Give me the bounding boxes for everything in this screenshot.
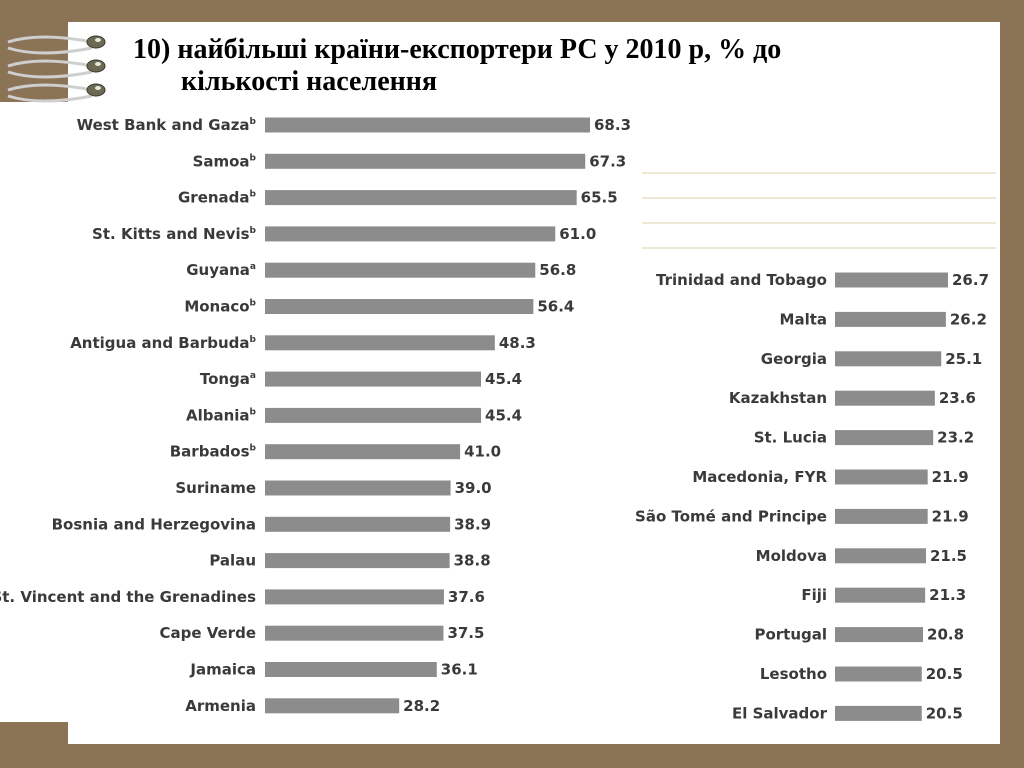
category-label: Bosnia and Herzegovina (52, 515, 256, 533)
value-label: 26.7 (952, 271, 989, 289)
category-label: West Bank and Gazab (77, 116, 257, 134)
category-label: Albaniab (186, 406, 257, 424)
bar (265, 371, 482, 387)
category-label: El Salvador (732, 704, 828, 722)
category-label: Tongaa (200, 370, 256, 388)
category-label: Malta (780, 310, 827, 328)
bar (265, 589, 444, 605)
value-label: 38.8 (454, 552, 491, 570)
value-label: 45.4 (485, 406, 522, 424)
bar (265, 662, 437, 677)
value-label: 21.9 (932, 507, 969, 525)
value-label: 38.9 (454, 515, 491, 533)
value-label: 41.0 (464, 443, 501, 461)
bar (265, 698, 400, 714)
category-label: Guyanaa (186, 261, 256, 279)
category-label: St. Lucia (754, 429, 827, 447)
slide-title-line-2: кількості населення (181, 66, 438, 97)
category-label: Lesotho (760, 665, 827, 683)
value-label: 45.4 (485, 370, 522, 388)
value-label: 36.1 (441, 661, 478, 679)
value-label: 56.8 (539, 261, 576, 279)
category-label: Suriname (175, 479, 256, 497)
value-label: 65.5 (581, 189, 618, 207)
bar (835, 548, 926, 564)
category-label: Barbadosb (170, 443, 257, 461)
value-label: 37.6 (448, 588, 485, 606)
paper-sheet (68, 22, 1000, 744)
value-label: 20.5 (926, 704, 963, 722)
value-label: 67.3 (589, 152, 626, 170)
category-label: Macedonia, FYR (692, 468, 827, 486)
bar (835, 587, 926, 603)
value-label: 21.3 (929, 586, 966, 604)
bar (265, 153, 586, 169)
slide-title-line-1: 10) найбільші країни-експортери РС у 201… (133, 34, 782, 65)
value-label: 23.6 (939, 389, 976, 407)
value-label: 68.3 (594, 116, 631, 134)
category-label: Jamaica (189, 661, 256, 679)
bar (265, 516, 451, 532)
category-label: Trinidad and Tobago (656, 271, 827, 289)
bar (265, 226, 556, 242)
bar (835, 469, 928, 485)
value-label: 56.4 (537, 298, 574, 316)
bar (265, 625, 444, 641)
category-label: Kazakhstan (729, 389, 827, 407)
bar (835, 705, 922, 721)
category-label: Grenadab (178, 189, 257, 207)
category-label: Fiji (801, 586, 827, 604)
bar (265, 407, 482, 423)
paper-sheet-left-strip (0, 102, 68, 722)
bar (835, 390, 935, 406)
category-label: Cape Verde (159, 624, 256, 642)
value-label: 25.1 (945, 350, 982, 368)
bar (265, 299, 534, 314)
value-label: 21.5 (930, 547, 967, 565)
value-label: 39.0 (455, 479, 492, 497)
binder-rings-icon (7, 35, 106, 103)
bar (265, 480, 451, 496)
category-label: Moldova (756, 547, 827, 565)
left-bar-chart: West Bank and Gazab 68.3 Samoab 67.3 Grenada… (0, 116, 631, 715)
category-label: St. Vincent and the Grenadines (0, 588, 256, 606)
category-label: Monacob (184, 298, 256, 316)
bar (835, 430, 934, 446)
value-label: 26.2 (950, 310, 987, 328)
category-label: São Tomé and Principe (635, 507, 827, 525)
category-label: Armenia (185, 697, 256, 715)
value-label: 37.5 (447, 624, 484, 642)
right-bar-chart: Trinidad and Tobago 26.7 Malta 26.2 Georgia 2… (635, 271, 989, 722)
bar (835, 627, 924, 643)
category-label: St. Kitts and Nevisb (92, 225, 257, 243)
value-label: 61.0 (559, 225, 596, 243)
bar (265, 335, 495, 351)
value-label: 28.2 (403, 697, 440, 715)
decorative-rules (642, 172, 996, 249)
bar (265, 262, 536, 278)
bar (835, 666, 922, 682)
value-label: 20.5 (926, 665, 963, 683)
bar (265, 553, 450, 569)
bar (835, 272, 948, 288)
bar (265, 444, 461, 460)
bar (835, 351, 942, 367)
bar (835, 508, 928, 524)
bar (265, 117, 590, 133)
value-label: 21.9 (932, 468, 969, 486)
slide-title: 10) найбільші країни-експортери РС у 201… (133, 34, 993, 98)
category-label: Antigua and Barbudab (70, 334, 256, 352)
value-label: 20.8 (927, 626, 964, 644)
value-label: 48.3 (499, 334, 536, 352)
category-label: Palau (209, 552, 256, 570)
category-label: Samoab (193, 152, 257, 170)
bar (835, 311, 946, 327)
bar (265, 190, 577, 206)
category-label: Portugal (754, 626, 827, 644)
category-label: Georgia (761, 350, 827, 368)
value-label: 23.2 (937, 429, 974, 447)
